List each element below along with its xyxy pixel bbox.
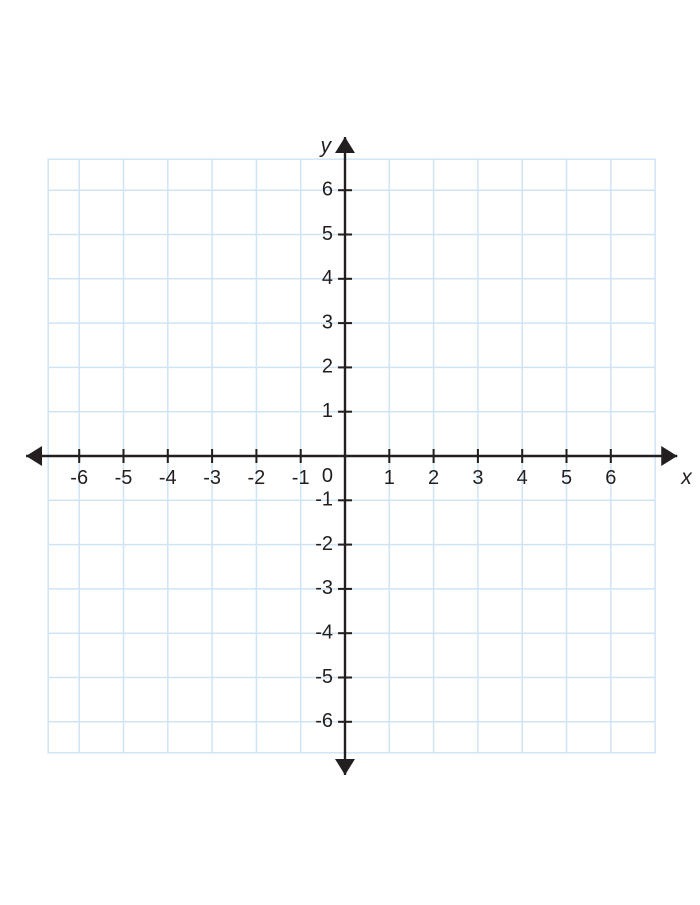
origin-label: 0 (322, 465, 333, 487)
y-tick-label: -2 (315, 533, 333, 555)
y-tick-label: -3 (315, 577, 333, 599)
y-tick-label: -1 (315, 489, 333, 511)
y-tick-label: 6 (322, 178, 333, 200)
x-tick-label: 6 (605, 467, 616, 489)
coordinate-grid: -6 -5 -4 -3 -2 -1 1 2 3 4 5 6 -6 -5 -4 -3 -2 -1 1 2 3 4 5 6 0 x y (0, 0, 700, 905)
y-tick-label: 4 (322, 267, 333, 289)
x-tick-label: -4 (159, 467, 177, 489)
y-tick-label: 2 (322, 356, 333, 378)
y-tick-label: -4 (315, 621, 333, 643)
x-tick-label: -3 (203, 467, 221, 489)
y-axis-label: y (319, 135, 333, 158)
x-tick-label: 3 (472, 467, 483, 489)
y-tick-label: 5 (322, 223, 333, 245)
x-tick-label: 4 (517, 467, 528, 489)
y-tick-label: -5 (315, 666, 333, 688)
x-tick-label: 5 (561, 467, 572, 489)
y-tick-label: 1 (322, 400, 333, 422)
y-tick-label: 3 (322, 311, 333, 333)
x-tick-label: -5 (115, 467, 133, 489)
x-tick-label: 1 (384, 467, 395, 489)
x-tick-label: 2 (428, 467, 439, 489)
x-tick-label: -1 (292, 467, 310, 489)
y-tick-label: -6 (315, 710, 333, 732)
x-tick-label: -2 (248, 467, 266, 489)
coordinate-grid-svg: -6 -5 -4 -3 -2 -1 1 2 3 4 5 6 -6 -5 -4 -3 -2 -1 1 2 3 4 5 6 0 x y (0, 0, 700, 905)
x-axis-label: x (680, 466, 693, 489)
grid-background (0, 0, 700, 905)
x-tick-label: -6 (70, 467, 88, 489)
